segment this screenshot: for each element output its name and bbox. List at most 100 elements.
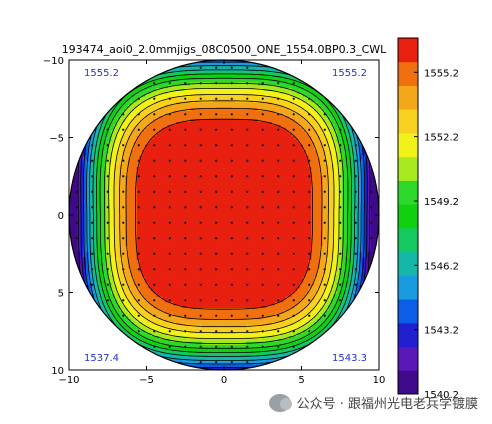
contour-cell	[122, 226, 126, 230]
contour-cell	[125, 322, 129, 326]
contour-cell	[125, 324, 129, 329]
contour-cell	[167, 293, 172, 298]
contour-cell	[164, 229, 169, 233]
contour-cell	[91, 141, 95, 146]
contour-cell	[209, 277, 214, 281]
contour-cell	[136, 254, 141, 258]
contour-cell	[170, 96, 174, 101]
contour-cell	[116, 209, 121, 213]
contour-cell	[164, 74, 169, 78]
contour-cell	[221, 79, 225, 84]
contour-cell	[116, 310, 121, 315]
contour-cell	[83, 167, 87, 171]
contour-cell	[193, 215, 197, 219]
contour-cell	[198, 116, 203, 120]
contour-cell	[221, 333, 225, 337]
contour-cell	[83, 184, 87, 188]
contour-cell	[139, 254, 143, 258]
contour-cell	[209, 172, 214, 177]
contour-cell	[105, 223, 110, 227]
contour-cell	[209, 74, 214, 78]
contour-cell	[193, 302, 197, 306]
contour-cell	[131, 240, 135, 244]
contour-cell	[218, 336, 222, 340]
contour-cell	[195, 293, 200, 298]
contour-cell	[156, 341, 160, 346]
contour-cell	[83, 274, 87, 278]
contour-cell	[193, 147, 197, 151]
contour-cell	[159, 169, 163, 174]
contour-cell	[111, 234, 115, 239]
contour-cell	[167, 150, 172, 154]
contour-cell	[142, 155, 146, 160]
contour-cell	[147, 271, 152, 275]
contour-cell	[69, 178, 73, 182]
contour-cell	[147, 181, 152, 185]
contour-cell	[122, 319, 126, 323]
contour-cell	[136, 186, 141, 191]
contour-cell	[173, 181, 177, 185]
contour-cell	[147, 229, 152, 233]
contour-cell	[159, 184, 163, 188]
contour-cell	[215, 240, 219, 244]
contour-cell	[178, 344, 183, 349]
contour-cell	[131, 288, 135, 292]
contour-cell	[218, 364, 222, 368]
contour-cell	[218, 243, 222, 247]
contour-cell	[71, 229, 76, 233]
contour-cell	[201, 144, 205, 148]
contour-cell	[224, 262, 228, 267]
contour-cell	[133, 299, 138, 303]
contour-cell	[218, 116, 222, 120]
contour-cell	[162, 198, 166, 202]
contour-cell	[212, 274, 217, 278]
contour-cell	[145, 138, 149, 143]
contour-cell	[119, 313, 124, 318]
contour-cell	[178, 308, 183, 312]
contour-cell	[181, 189, 186, 194]
contour-cell	[224, 124, 228, 129]
contour-cell	[71, 198, 76, 202]
contour-cell	[209, 195, 214, 199]
contour-cell	[173, 195, 177, 199]
contour-cell	[224, 200, 228, 205]
contour-cell	[198, 322, 203, 326]
contour-cell	[190, 324, 194, 329]
contour-cell	[147, 234, 152, 239]
contour-cell	[147, 189, 152, 194]
contour-cell	[162, 336, 166, 340]
contour-cell	[100, 130, 104, 134]
contour-cell	[145, 268, 149, 272]
contour-cell	[159, 74, 163, 78]
contour-cell	[142, 308, 146, 312]
contour-cell	[153, 277, 157, 281]
contour-cell	[114, 141, 118, 146]
contour-cell	[153, 155, 157, 160]
contour-cell	[69, 229, 73, 233]
contour-cell	[218, 200, 222, 205]
contour-cell	[178, 85, 183, 89]
contour-cell	[167, 262, 172, 267]
contour-cell	[209, 116, 214, 120]
contour-cell	[74, 246, 79, 250]
contour-cell	[224, 215, 228, 219]
contour-cell	[221, 127, 225, 132]
contour-cell	[187, 319, 191, 323]
contour-cell	[119, 305, 124, 309]
contour-cell	[207, 288, 211, 292]
contour-cell	[184, 268, 188, 272]
contour-cell	[198, 141, 203, 146]
contour-cell	[201, 74, 205, 78]
contour-cell	[153, 192, 157, 196]
contour-cell	[114, 288, 118, 292]
contour-cell	[74, 195, 79, 199]
contour-cell	[116, 155, 121, 160]
contour-cell	[178, 164, 183, 168]
contour-cell	[224, 192, 228, 196]
contour-cell	[150, 178, 155, 182]
contour-cell	[170, 319, 174, 323]
contour-cell	[94, 262, 98, 267]
contour-cell	[122, 136, 126, 140]
contour-cell	[128, 107, 132, 112]
contour-cell	[145, 186, 149, 191]
